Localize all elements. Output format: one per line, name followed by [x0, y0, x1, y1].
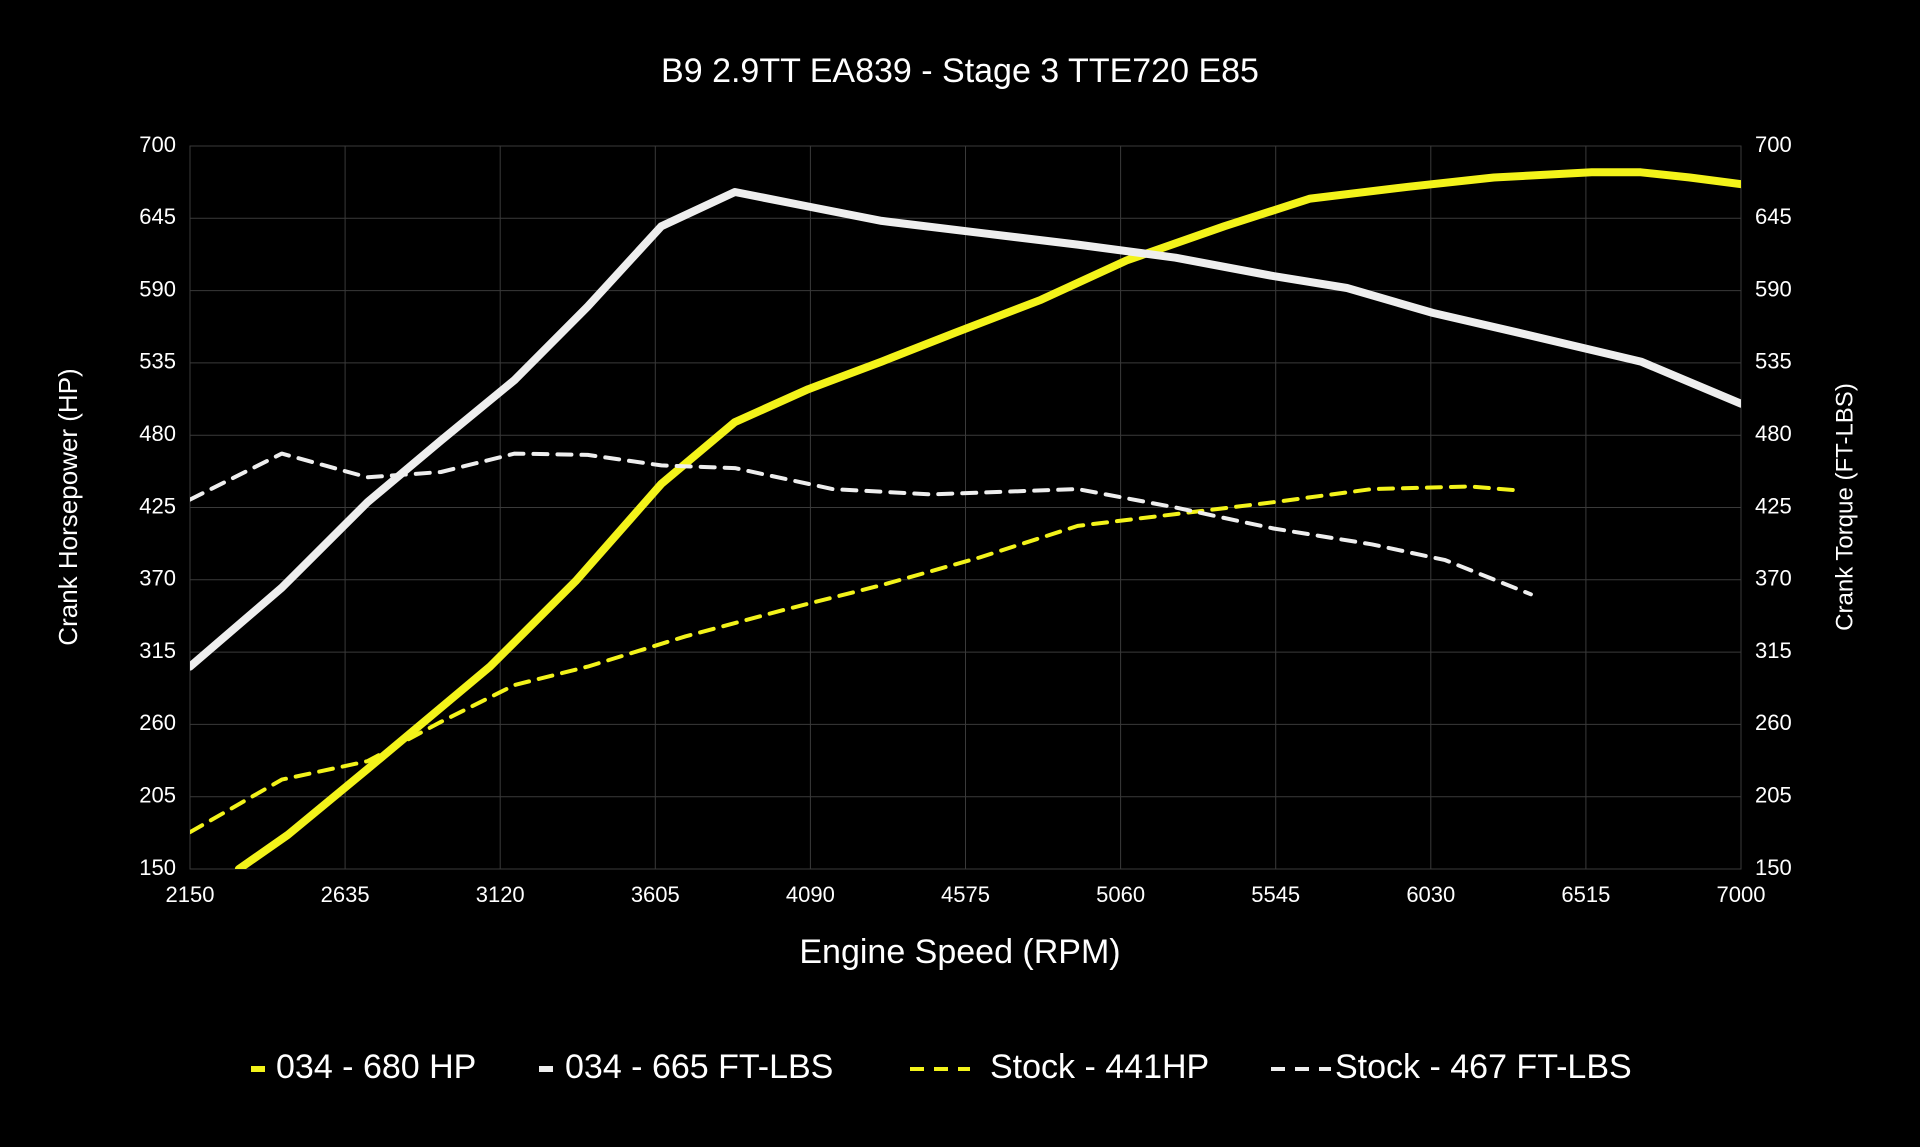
x-tick-label: 6515 [1561, 882, 1610, 907]
y-tick-label: 700 [139, 132, 176, 157]
series-line [234, 168, 1741, 869]
y-tick-label: 205 [139, 783, 176, 808]
y2-tick-label: 590 [1755, 276, 1792, 301]
x-tick-label: 5545 [1251, 882, 1300, 907]
y2-tick-label: 700 [1755, 132, 1792, 157]
series-line [190, 484, 1521, 835]
x-tick-label: 3605 [631, 882, 680, 907]
x-tick-label: 5060 [1096, 882, 1145, 907]
x-tick-label: 3120 [476, 882, 525, 907]
y-tick-label: 425 [139, 493, 176, 518]
x-tick-label: 4090 [786, 882, 835, 907]
y-tick-label: 645 [139, 204, 176, 229]
y-tick-label: 535 [139, 349, 176, 374]
x-tick-label: 6030 [1406, 882, 1455, 907]
y2-tick-label: 205 [1755, 783, 1792, 808]
y-tick-label: 480 [139, 421, 176, 446]
series-line [190, 188, 1741, 671]
plot-frame [189, 145, 1742, 870]
y-tick-label: 260 [139, 710, 176, 735]
y-tick-label: 370 [139, 566, 176, 591]
y2-tick-label: 150 [1755, 855, 1792, 880]
legend-label: Stock - 467 FT-LBS [1335, 1048, 1632, 1086]
x-tick-label: 7000 [1717, 882, 1766, 907]
y-tick-label: 150 [139, 855, 176, 880]
y2-tick-label: 480 [1755, 421, 1792, 446]
y2-tick-label: 425 [1755, 493, 1792, 518]
x-axis-label: Engine Speed (RPM) [799, 933, 1120, 971]
y2-axis-label: Crank Torque (FT-LBS) [1831, 383, 1858, 631]
x-tick-label: 4575 [941, 882, 990, 907]
y2-tick-label: 370 [1755, 566, 1792, 591]
legend-label: 034 - 680 HP [276, 1048, 476, 1086]
series-line [190, 451, 1533, 597]
x-tick-label: 2150 [166, 882, 215, 907]
legend-label: Stock - 441HP [990, 1048, 1209, 1086]
y-tick-label: 590 [139, 276, 176, 301]
y2-tick-label: 535 [1755, 349, 1792, 374]
y-axis-label: Crank Horsepower (HP) [53, 368, 83, 645]
legend-label: 034 - 665 FT-LBS [565, 1048, 833, 1086]
y2-tick-label: 645 [1755, 204, 1792, 229]
y-tick-label: 315 [139, 638, 176, 663]
x-tick-label: 2635 [321, 882, 370, 907]
y2-tick-label: 260 [1755, 710, 1792, 735]
chart-title: B9 2.9TT EA839 - Stage 3 TTE720 E85 [661, 52, 1259, 90]
y2-tick-label: 315 [1755, 638, 1792, 663]
